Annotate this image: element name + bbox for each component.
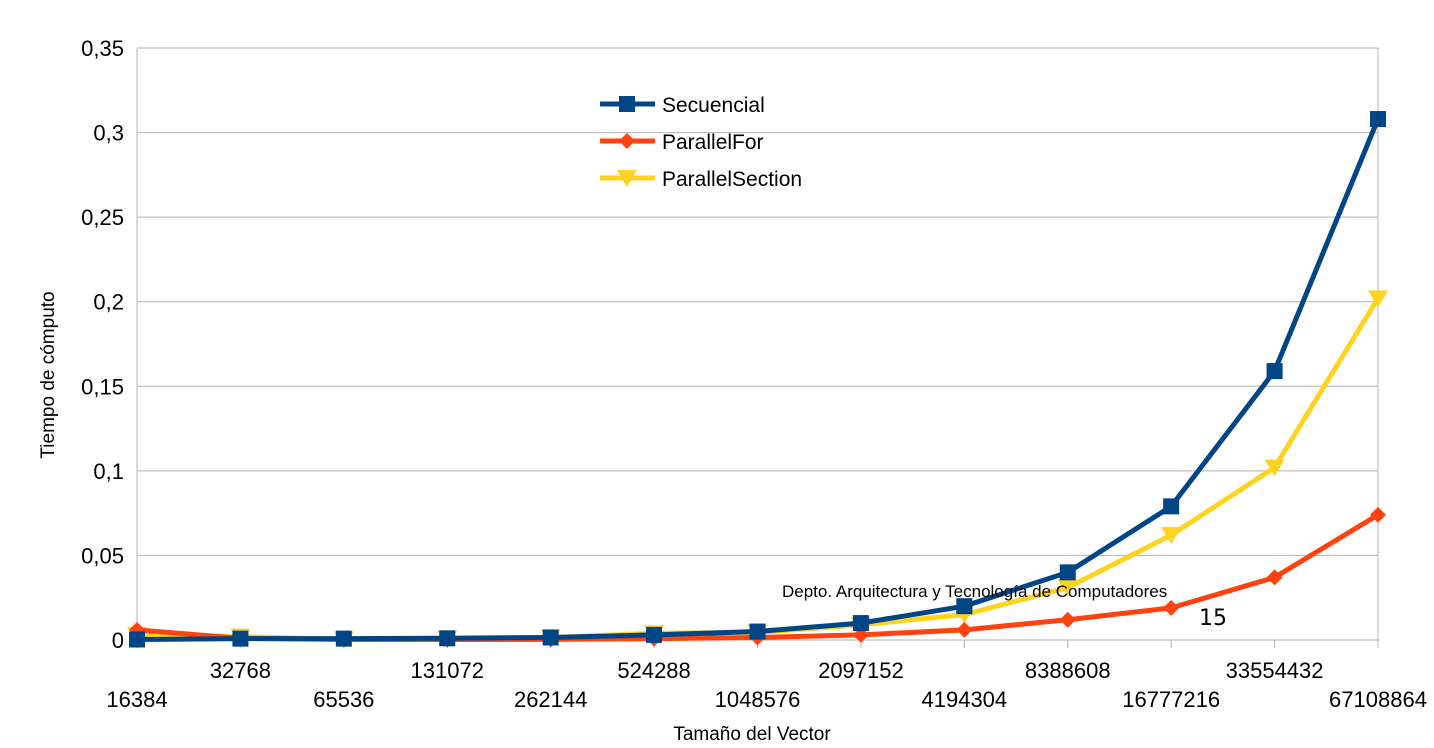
x-axis-title: Tamaño del Vector [673,724,831,745]
x-tick-label: 262144 [514,687,587,712]
legend-label: ParallelFor [662,131,764,154]
x-tick-label: 33554432 [1226,658,1324,683]
x-tick-label: 16777216 [1122,687,1220,712]
legend: Secuencial ParallelFor ParallelSection [600,94,802,191]
data-point-marker [1163,498,1180,515]
y-tick-label: 0,05 [81,543,124,568]
data-point-marker [1370,111,1386,128]
data-point-marker [956,598,973,615]
y-axis-title: Tiempo de cómputo [38,291,59,458]
x-tick-label: 16384 [106,687,167,712]
y-tick-label: 0,3 [93,121,124,146]
grid-lines [136,47,1379,641]
y-tick-label: 0 [112,628,124,653]
legend-label: ParallelSection [662,168,802,191]
x-axis-ticks: 16384 32768 65536 131072 262144 524288 1048576… [106,640,1427,712]
y-tick-label: 0,25 [81,205,124,230]
x-tick-label: 32768 [210,658,271,683]
x-tick-label: 524288 [617,658,690,683]
series-line [136,118,1381,642]
series-secuencial [129,111,1386,648]
data-point-marker [1057,579,1078,597]
y-axis-ticks: 0 0,05 0,1 0,15 0,2 0,25 0,3 0,35 [81,36,124,653]
data-point-marker [1264,459,1285,477]
y-tick-label: 0,2 [93,290,124,315]
y-tick-label: 0,1 [93,459,124,484]
x-tick-label: 67108864 [1329,687,1427,712]
y-tick-label: 0,35 [81,36,124,61]
data-point-marker [646,626,663,643]
data-point-marker [542,629,559,646]
x-tick-label: 4194304 [922,687,1008,712]
data-point-marker [439,630,456,647]
data-point-marker [1266,569,1283,586]
data-point-marker [852,615,869,632]
x-tick-label: 2097152 [818,658,904,683]
data-point-marker [1163,599,1180,616]
data-point-marker [335,630,352,647]
x-tick-label: 131072 [411,658,484,683]
data-point-marker [749,623,766,640]
data-point-marker [1266,363,1283,380]
data-point-marker [1161,527,1182,545]
x-tick-label: 1048576 [715,687,801,712]
data-point-marker [1368,290,1388,308]
series-line [136,297,1381,642]
data-point-marker [619,133,635,149]
x-tick-label: 8388608 [1025,658,1111,683]
data-point-marker [617,170,637,187]
data-point-marker [619,96,635,112]
data-point-marker [1059,611,1076,628]
data-point-marker [1370,506,1386,523]
data-point-marker [1059,564,1076,581]
x-tick-label: 65536 [313,687,374,712]
data-point-marker [232,630,249,647]
footer-department: Depto. Arquitectura y Tecnología de Comp… [782,582,1167,601]
series-line [136,512,1380,642]
series-group [127,111,1388,649]
data-point-marker [956,621,973,638]
y-tick-label: 0,15 [81,374,124,399]
data-point-marker [129,631,145,648]
legend-label: Secuencial [662,94,765,117]
page-number: 15 [1199,606,1227,631]
